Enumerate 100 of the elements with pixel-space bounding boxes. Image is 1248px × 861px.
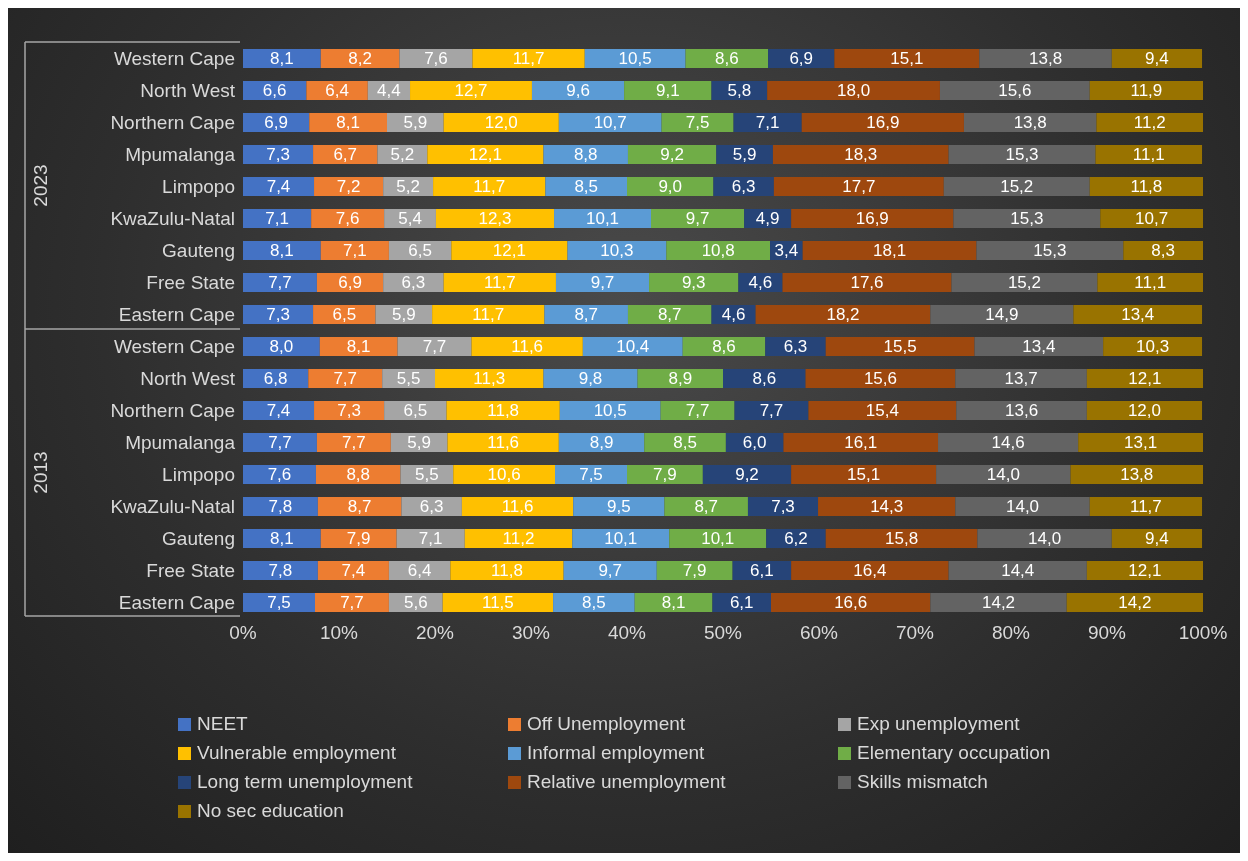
data-label: 15,1 (890, 48, 924, 68)
x-tick-label: 40% (607, 622, 647, 644)
data-label: 11,6 (487, 432, 520, 452)
data-label: 4,6 (721, 304, 746, 324)
data-label: 9,6 (566, 80, 590, 100)
data-label: 5,6 (403, 592, 428, 612)
data-label: 14,2 (981, 592, 1016, 612)
legend-label: Vulnerable employment (197, 742, 396, 764)
legend-label: Elementary occupation (857, 742, 1051, 764)
data-label: 7,9 (346, 528, 371, 548)
data-label: 9,7 (685, 208, 710, 228)
data-label: 11,5 (481, 592, 514, 612)
data-label: 5,4 (398, 208, 422, 228)
y-tick-label: North West (140, 367, 236, 389)
data-label: 6,5 (408, 240, 432, 260)
data-label: 5,5 (415, 464, 439, 484)
data-label: 11,6 (511, 336, 544, 356)
data-label: 8,8 (346, 464, 371, 484)
data-label: 9,0 (658, 176, 683, 196)
data-label: 6,9 (789, 48, 814, 68)
data-label: 11,8 (491, 560, 523, 580)
data-label: 8,7 (347, 496, 372, 516)
data-label: 10,4 (616, 336, 650, 356)
data-label: 10,1 (585, 208, 620, 228)
data-label: 10,6 (487, 464, 521, 484)
x-tick-label: 70% (895, 622, 935, 644)
data-label: 10,1 (701, 528, 735, 548)
data-label: 15,3 (1033, 240, 1067, 260)
data-label: 13,8 (1029, 48, 1063, 68)
text: 2013 (30, 451, 52, 494)
data-label: 14,0 (1005, 496, 1040, 516)
y-tick-label: Western Cape (113, 335, 235, 357)
data-label: 8,0 (269, 336, 294, 356)
data-label: 7,3 (771, 496, 795, 516)
data-label: 10,1 (604, 528, 638, 548)
data-label: 14,3 (870, 496, 904, 516)
data-label: 15,2 (1007, 272, 1041, 292)
data-label: 5,8 (727, 80, 752, 100)
data-label: 6,3 (783, 336, 808, 356)
data-label: 5,2 (390, 144, 415, 164)
x-tick-label: 0% (229, 622, 257, 644)
data-label: 13,1 (1124, 432, 1158, 452)
data-label: 7,7 (759, 400, 784, 420)
data-label: 18,0 (837, 80, 871, 100)
data-label: 4,9 (755, 208, 780, 228)
data-label: 11,2 (502, 528, 535, 548)
data-label: 13,6 (1005, 400, 1039, 420)
data-label: 9,4 (1145, 528, 1169, 548)
data-label: 12,1 (1128, 560, 1162, 580)
legend-label: Off Unemployment (527, 713, 686, 735)
data-label: 8,1 (661, 592, 686, 612)
data-label: 8,1 (270, 48, 294, 68)
y-tick-label: Northern Cape (110, 399, 235, 421)
data-label: 15,8 (885, 528, 919, 548)
x-tick-label: 30% (511, 622, 551, 644)
data-label: 8,7 (657, 304, 682, 324)
data-label: 11,7 (1129, 496, 1162, 516)
data-label: 11,8 (1130, 176, 1163, 196)
data-label: 6,3 (731, 176, 756, 196)
data-label: 9,8 (578, 368, 603, 388)
data-label: 7,7 (268, 272, 292, 292)
y-tick-label: KwaZulu-Natal (110, 495, 235, 517)
data-label: 12,0 (1127, 400, 1161, 420)
data-label: 16,9 (855, 208, 889, 228)
data-label: 8,5 (673, 432, 697, 452)
data-label: 10,7 (593, 112, 627, 132)
data-label: 6,2 (784, 528, 808, 548)
data-label: 7,4 (266, 176, 291, 196)
text: 2023 (30, 164, 52, 207)
data-label: 18,1 (873, 240, 907, 260)
data-label: 8,2 (348, 48, 372, 68)
data-label: 14,0 (986, 464, 1020, 484)
data-label: 15,3 (1005, 144, 1039, 164)
data-label: 8,6 (712, 336, 736, 356)
data-label: 15,4 (865, 400, 899, 420)
legend-label: Informal employment (527, 742, 705, 764)
data-label: 10,8 (701, 240, 735, 260)
data-label: 11,1 (1132, 144, 1165, 164)
data-label: 14,4 (1001, 560, 1035, 580)
data-label: 11,3 (473, 368, 506, 388)
data-label: 6,6 (262, 80, 287, 100)
data-label: 8,8 (573, 144, 598, 164)
data-label: 10,3 (600, 240, 634, 260)
data-label: 16,1 (844, 432, 878, 452)
data-label: 11,9 (1130, 80, 1163, 100)
y-tick-label: Northern Cape (110, 111, 235, 133)
data-label: 7,7 (268, 432, 292, 452)
data-label: 12,7 (454, 80, 488, 100)
data-label: 11,7 (472, 304, 505, 324)
data-label: 9,2 (735, 464, 759, 484)
data-label: 4,4 (377, 80, 401, 100)
data-label: 7,6 (424, 48, 448, 68)
data-label: 17,7 (842, 176, 876, 196)
x-tick-label: 10% (319, 622, 359, 644)
data-label: 18,2 (826, 304, 860, 324)
data-label: 8,7 (574, 304, 599, 324)
data-label: 7,1 (343, 240, 367, 260)
y-tick-label: Eastern Cape (118, 303, 235, 325)
data-label: 15,1 (847, 464, 881, 484)
data-label: 6,3 (401, 272, 426, 292)
